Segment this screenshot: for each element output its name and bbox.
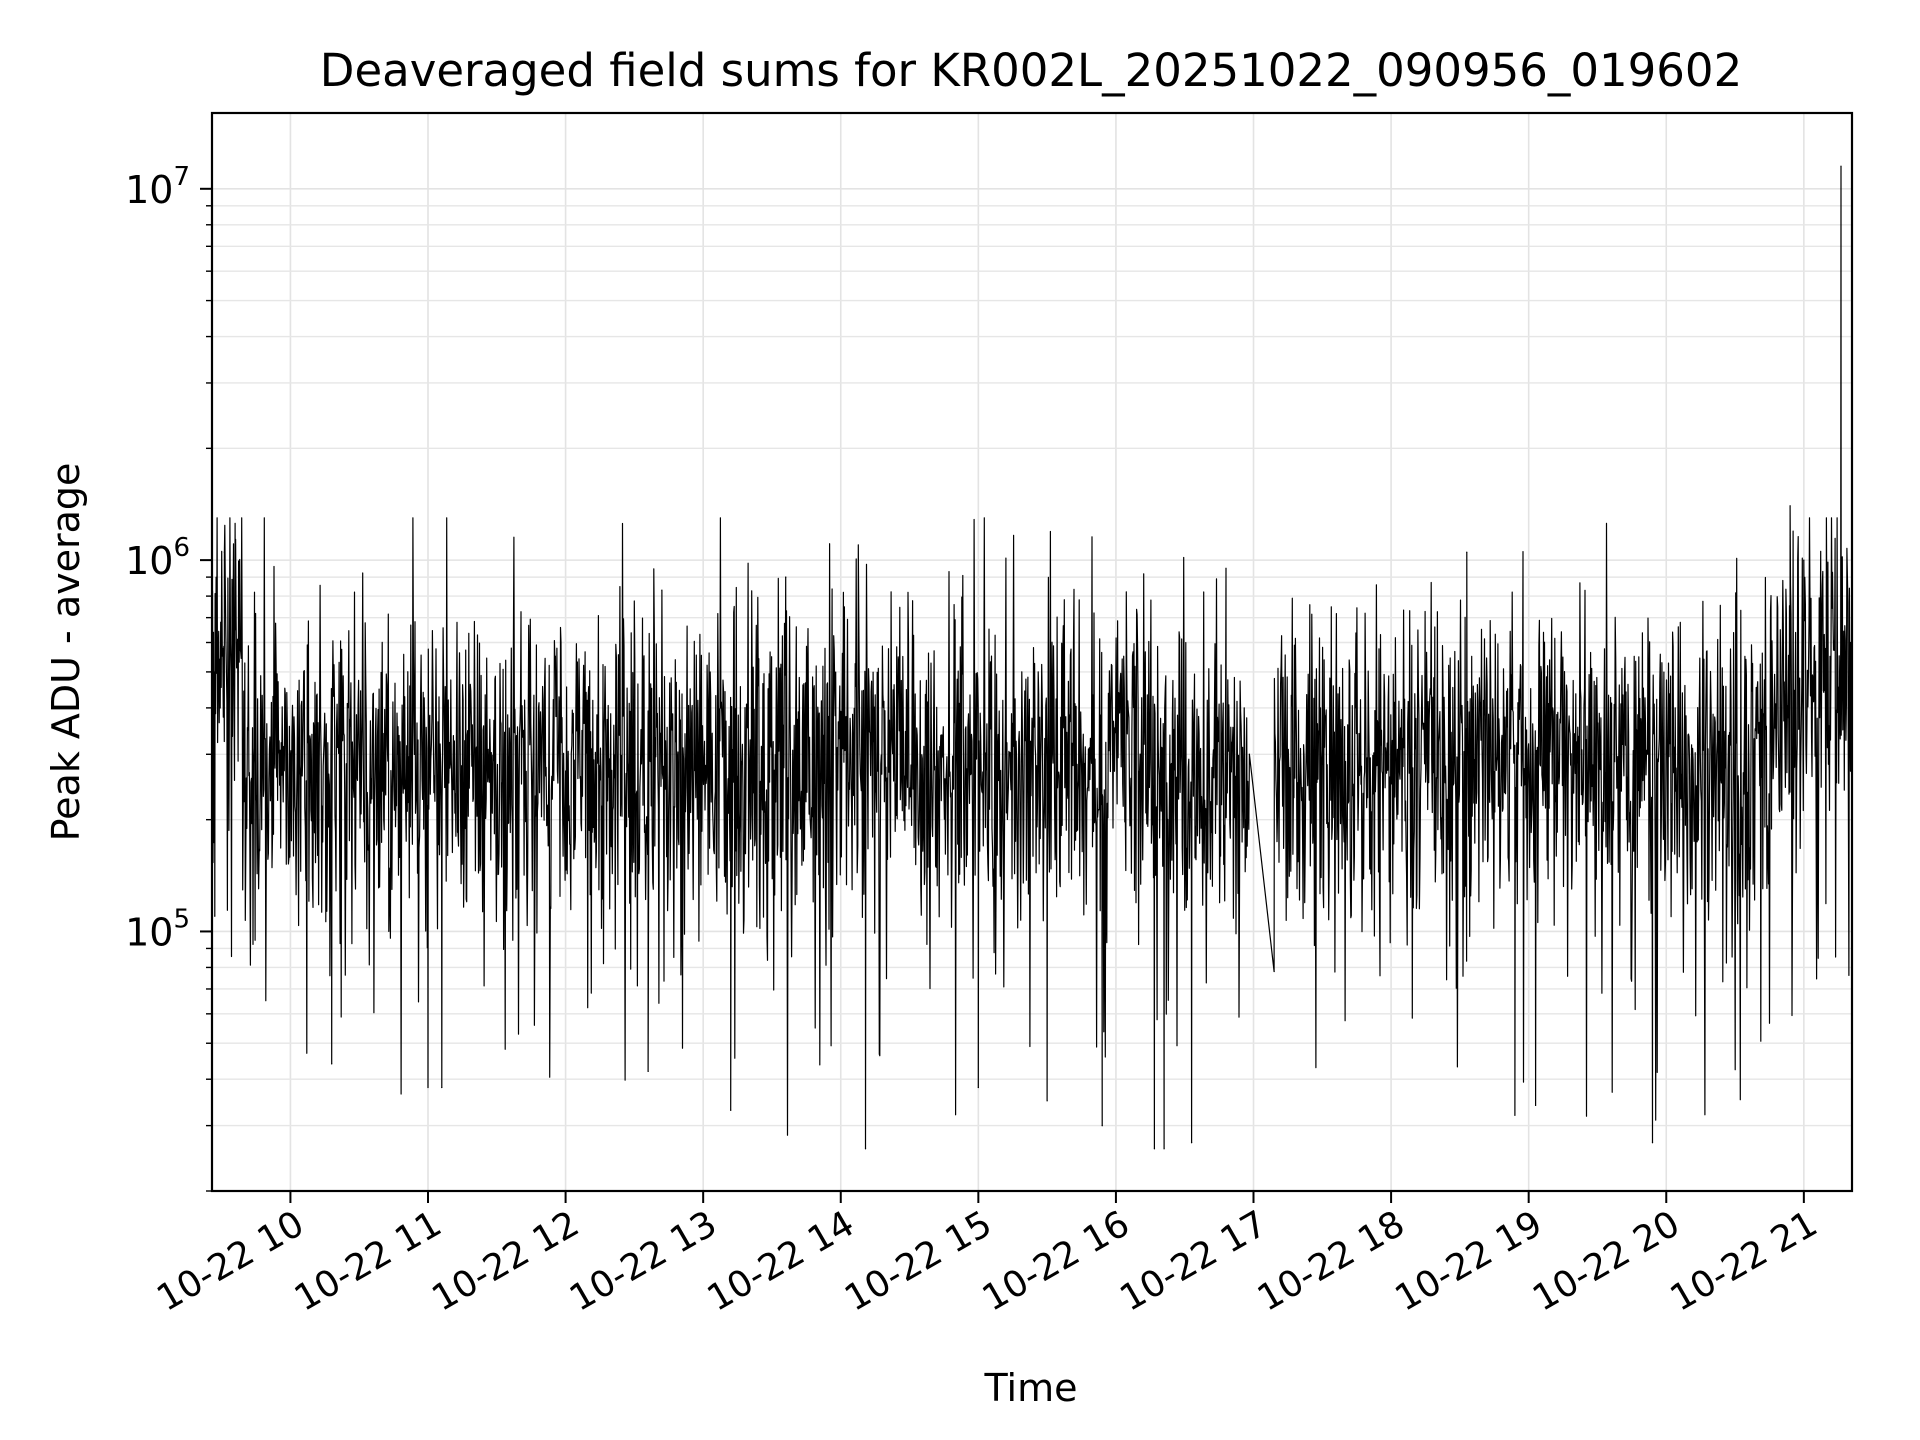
plot-frame — [210, 111, 1854, 1193]
x-tick-label: 10-22 18 — [1251, 1203, 1412, 1319]
data-point — [1514, 1114, 1516, 1116]
data-point — [1273, 970, 1275, 973]
data-point — [1789, 505, 1791, 507]
data-point — [1101, 1125, 1103, 1127]
x-tick-label: 10-22 19 — [1389, 1203, 1550, 1319]
x-tick-label: 10-22 14 — [701, 1203, 862, 1319]
y-tick-label: 106 — [125, 533, 190, 583]
x-tick-label: 10-22 21 — [1664, 1203, 1825, 1319]
data-point — [785, 576, 787, 578]
data-point — [1803, 559, 1805, 561]
x-tick-label: 10-22 20 — [1526, 1203, 1687, 1319]
data-point — [1190, 1142, 1193, 1144]
y-axis-ticks: 105 106 107 — [125, 162, 212, 1192]
chart-title: Deaveraged field sums for KR002L_2025102… — [320, 44, 1742, 97]
data-point — [1466, 551, 1468, 553]
data-point — [1840, 165, 1842, 167]
data-point — [1651, 1142, 1654, 1144]
x-tick-label: 10-22 16 — [976, 1203, 1137, 1319]
x-tick-label: 10-22 17 — [1113, 1203, 1274, 1319]
x-tick-label: 10-22 10 — [150, 1203, 311, 1319]
data-point — [661, 589, 663, 591]
series-line-peak-adu — [211, 165, 1853, 1150]
x-tick-label: 10-22 15 — [838, 1203, 999, 1319]
data-point — [1534, 1104, 1537, 1107]
data-point — [441, 1086, 443, 1089]
data-point — [1225, 567, 1227, 569]
data-point — [864, 1148, 867, 1150]
x-axis-label: Time — [984, 1366, 1078, 1410]
data-point — [647, 1070, 649, 1072]
data-point — [1046, 1100, 1048, 1102]
x-tick-label: 10-22 13 — [563, 1203, 724, 1319]
data-point — [977, 1086, 979, 1089]
data-point — [730, 1109, 732, 1111]
data-point — [214, 915, 216, 917]
data-point — [1153, 1148, 1156, 1150]
data-point — [331, 1063, 333, 1065]
data-point — [1163, 1148, 1165, 1150]
data-point — [427, 1086, 429, 1089]
y-tick-label: 107 — [125, 162, 190, 212]
x-tick-label: 10-22 11 — [288, 1203, 449, 1319]
series-layer — [211, 165, 1853, 1150]
data-point — [1248, 753, 1250, 755]
y-tick-label: 105 — [125, 904, 190, 954]
grid-major — [212, 113, 1852, 1191]
data-point — [234, 628, 236, 631]
y-axis-label: Peak ADU - average — [44, 463, 88, 842]
data-point — [223, 551, 225, 553]
x-tick-label: 10-22 12 — [425, 1203, 586, 1319]
